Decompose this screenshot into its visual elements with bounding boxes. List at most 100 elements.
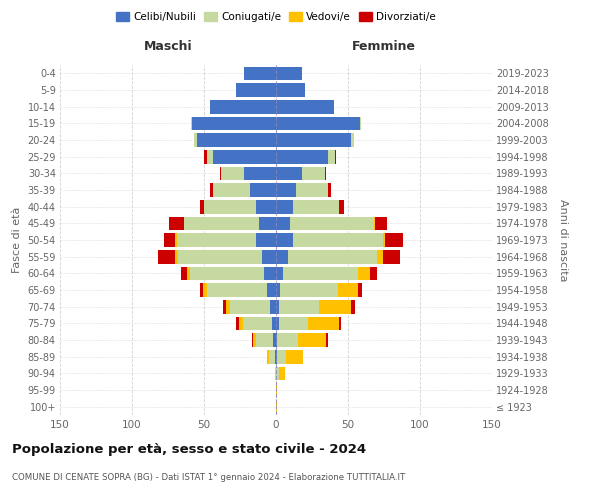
Bar <box>340 200 344 213</box>
Bar <box>276 166 302 180</box>
Bar <box>203 283 207 297</box>
Legend: Celibi/Nubili, Coniugati/e, Vedovi/e, Divorziati/e: Celibi/Nubili, Coniugati/e, Vedovi/e, Di… <box>112 8 440 26</box>
Bar <box>169 216 184 230</box>
Bar <box>270 300 276 314</box>
Bar <box>204 150 207 164</box>
Bar <box>276 400 277 413</box>
Bar <box>276 300 279 314</box>
Bar <box>374 216 376 230</box>
Bar <box>243 316 272 330</box>
Bar <box>377 250 383 264</box>
Y-axis label: Anni di nascita: Anni di nascita <box>559 198 568 281</box>
Bar <box>276 66 302 80</box>
Bar <box>158 250 175 264</box>
Bar <box>200 200 204 213</box>
Bar <box>200 283 203 297</box>
Bar <box>256 200 276 213</box>
Bar <box>262 250 276 264</box>
Bar <box>204 200 256 213</box>
Bar <box>175 233 176 247</box>
Bar <box>197 133 276 147</box>
Bar <box>385 233 403 247</box>
Bar <box>269 350 275 364</box>
Bar <box>296 183 328 197</box>
Bar <box>210 183 212 197</box>
Bar <box>276 183 296 197</box>
Bar <box>236 83 276 97</box>
Bar <box>187 266 190 280</box>
Bar <box>207 150 212 164</box>
Bar <box>275 366 276 380</box>
Bar <box>302 166 325 180</box>
Bar <box>226 300 230 314</box>
Bar <box>328 150 335 164</box>
Bar <box>276 200 293 213</box>
Bar <box>308 316 340 330</box>
Bar <box>221 166 244 180</box>
Bar <box>351 133 354 147</box>
Y-axis label: Fasce di età: Fasce di età <box>12 207 22 273</box>
Bar <box>338 283 358 297</box>
Bar <box>265 266 276 280</box>
Bar <box>212 150 276 164</box>
Bar <box>276 333 277 347</box>
Text: COMUNE DI CENATE SOPRA (BG) - Dati ISTAT 1° gennaio 2024 - Elaborazione TUTTITAL: COMUNE DI CENATE SOPRA (BG) - Dati ISTAT… <box>12 472 405 482</box>
Bar <box>178 250 262 264</box>
Bar <box>230 300 270 314</box>
Bar <box>276 366 279 380</box>
Bar <box>176 233 256 247</box>
Bar <box>251 333 253 347</box>
Bar <box>358 266 370 280</box>
Bar <box>319 300 351 314</box>
Bar <box>287 250 377 264</box>
Bar <box>283 266 358 280</box>
Bar <box>259 216 276 230</box>
Bar <box>184 216 259 230</box>
Bar <box>273 333 276 347</box>
Bar <box>194 133 197 147</box>
Bar <box>276 150 328 164</box>
Bar <box>276 216 290 230</box>
Bar <box>383 250 400 264</box>
Text: Popolazione per età, sesso e stato civile - 2024: Popolazione per età, sesso e stato civil… <box>12 442 366 456</box>
Bar <box>181 266 187 280</box>
Bar <box>277 333 298 347</box>
Bar <box>236 316 239 330</box>
Bar <box>191 116 193 130</box>
Bar <box>351 300 355 314</box>
Bar <box>207 283 268 297</box>
Bar <box>276 266 283 280</box>
Text: Femmine: Femmine <box>352 40 416 52</box>
Bar <box>175 250 178 264</box>
Bar <box>298 333 326 347</box>
Bar <box>340 316 341 330</box>
Bar <box>220 166 221 180</box>
Bar <box>253 333 256 347</box>
Bar <box>326 333 328 347</box>
Bar <box>293 233 383 247</box>
Bar <box>376 216 387 230</box>
Bar <box>244 66 276 80</box>
Bar <box>276 350 277 364</box>
Text: Maschi: Maschi <box>143 40 193 52</box>
Bar <box>370 266 377 280</box>
Bar <box>277 350 286 364</box>
Bar <box>212 183 250 197</box>
Bar <box>244 166 276 180</box>
Bar <box>275 350 276 364</box>
Bar <box>276 383 277 397</box>
Bar <box>290 216 374 230</box>
Bar <box>383 233 385 247</box>
Bar <box>328 183 331 197</box>
Bar <box>359 116 361 130</box>
Bar <box>268 350 269 364</box>
Bar <box>276 250 287 264</box>
Bar <box>276 233 293 247</box>
Bar <box>193 116 276 130</box>
Bar <box>325 166 326 180</box>
Bar <box>256 333 273 347</box>
Bar <box>250 183 276 197</box>
Bar <box>276 100 334 114</box>
Bar <box>279 300 319 314</box>
Bar <box>286 350 304 364</box>
